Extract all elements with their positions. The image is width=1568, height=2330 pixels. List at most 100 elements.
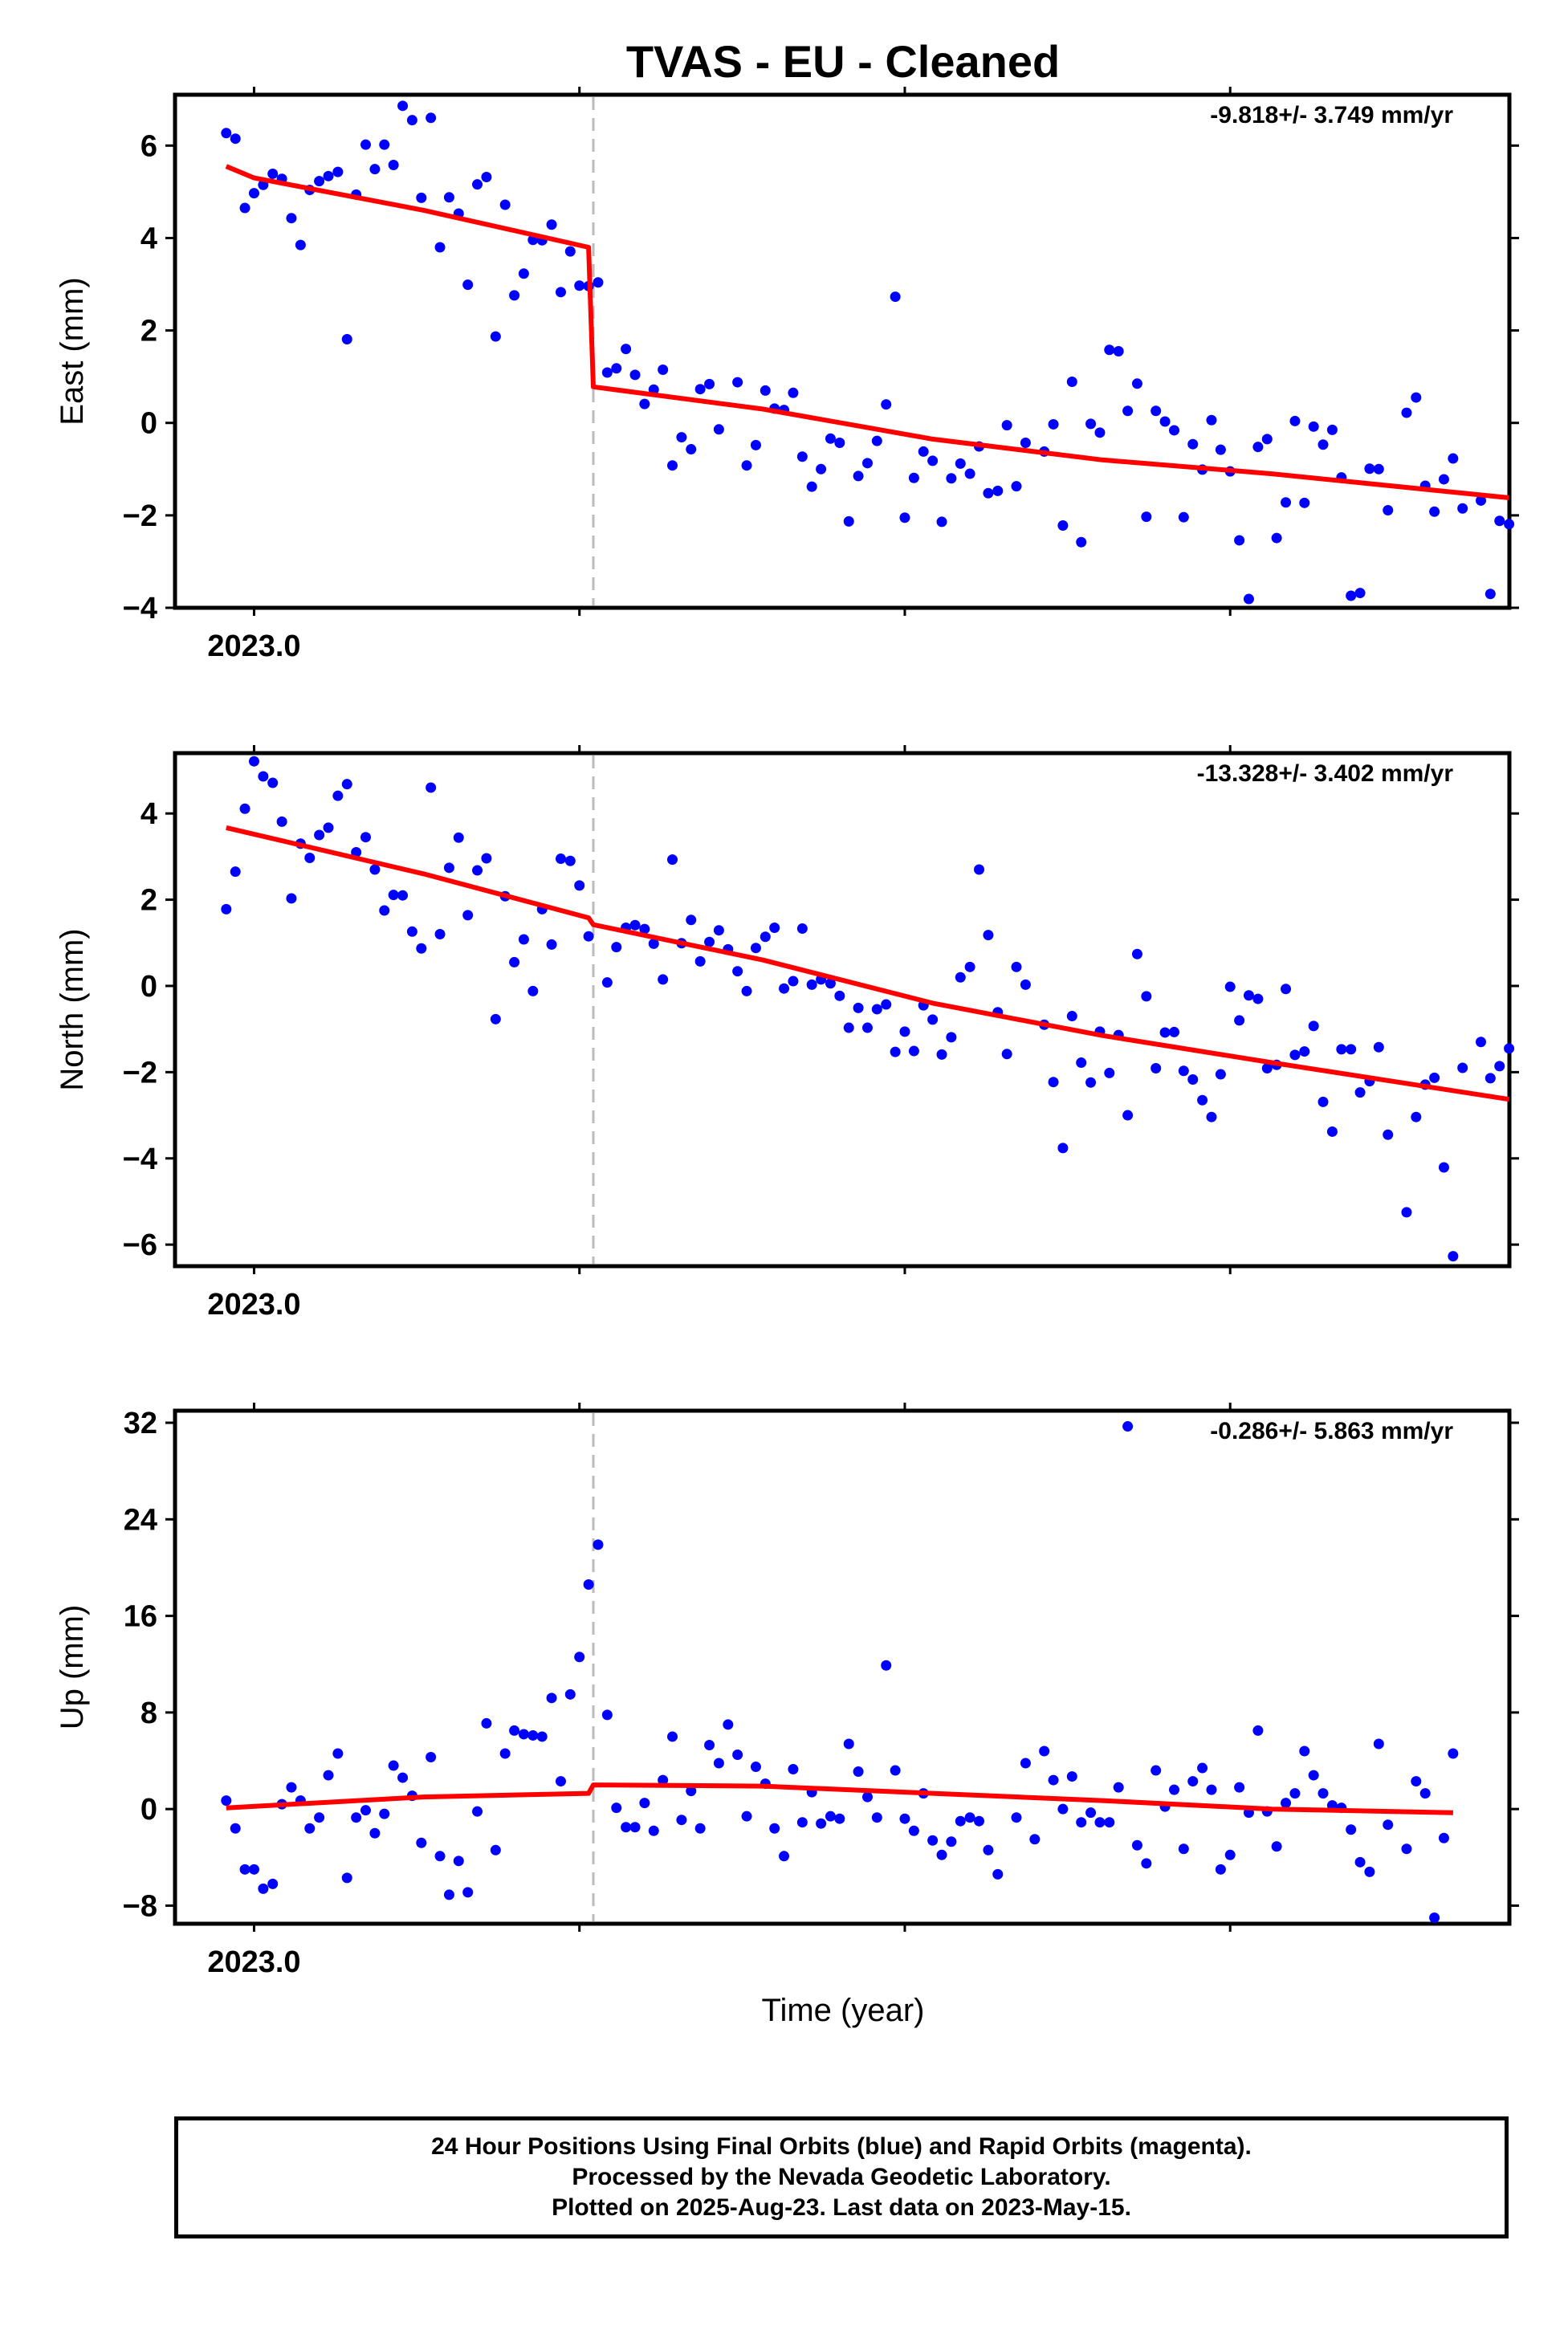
data-point bbox=[1085, 1807, 1097, 1819]
data-point bbox=[369, 164, 381, 175]
data-point bbox=[686, 1786, 697, 1797]
data-point bbox=[1206, 414, 1217, 426]
data-point bbox=[490, 331, 501, 342]
east-panel: 2023.0 6 4 2 0 −2 −4 East (mm) -9.818+/- 3.749 m… bbox=[55, 87, 1519, 663]
data-point bbox=[713, 1758, 724, 1769]
data-point bbox=[286, 213, 297, 224]
data-point bbox=[1066, 376, 1077, 387]
data-point bbox=[629, 919, 641, 931]
data-point bbox=[472, 179, 483, 190]
data-point bbox=[1178, 1065, 1189, 1077]
data-point bbox=[1151, 1063, 1162, 1074]
data-point bbox=[332, 1748, 344, 1759]
data-point bbox=[1485, 589, 1496, 600]
data-point bbox=[574, 1652, 585, 1663]
data-point bbox=[1001, 420, 1012, 431]
data-point bbox=[546, 939, 557, 950]
data-point bbox=[1243, 593, 1254, 605]
data-point bbox=[1281, 984, 1292, 995]
data-point bbox=[788, 976, 799, 987]
data-point bbox=[1289, 1788, 1301, 1799]
data-point bbox=[304, 1823, 316, 1834]
data-point bbox=[1197, 1762, 1208, 1774]
data-point bbox=[1457, 503, 1468, 514]
data-point bbox=[648, 1825, 659, 1836]
data-point bbox=[639, 398, 650, 409]
footer-box: 24 Hour Positions Using Final Orbits (bl… bbox=[174, 2116, 1509, 2238]
data-point bbox=[853, 1766, 864, 1778]
data-point bbox=[899, 512, 910, 523]
data-point bbox=[1066, 1011, 1077, 1022]
data-point bbox=[518, 1729, 529, 1740]
data-point bbox=[741, 1811, 752, 1822]
data-point bbox=[1252, 1725, 1264, 1736]
data-point bbox=[369, 864, 381, 875]
data-point bbox=[564, 1688, 576, 1700]
data-point bbox=[1485, 1073, 1496, 1084]
data-point bbox=[1178, 1843, 1189, 1855]
data-point bbox=[899, 1813, 910, 1824]
data-point bbox=[834, 1813, 845, 1824]
data-point bbox=[861, 1022, 873, 1033]
data-point bbox=[816, 463, 827, 475]
y-tick-label: −6 bbox=[123, 1228, 157, 1262]
data-point bbox=[1122, 1110, 1134, 1121]
data-point bbox=[955, 1815, 966, 1827]
data-point bbox=[295, 239, 306, 251]
data-point bbox=[332, 790, 344, 801]
data-point bbox=[658, 974, 669, 985]
y-tick-label: −4 bbox=[123, 592, 157, 625]
data-point bbox=[527, 1729, 539, 1741]
data-point bbox=[1168, 1026, 1179, 1037]
y-tick-label: 4 bbox=[141, 222, 157, 255]
data-point bbox=[258, 771, 269, 782]
data-point bbox=[974, 1815, 985, 1827]
velocity-rate-label: -0.286+/- 5.863 mm/yr bbox=[1210, 1418, 1453, 1444]
data-point bbox=[1354, 1087, 1366, 1098]
data-point bbox=[890, 291, 901, 303]
data-point bbox=[658, 365, 669, 376]
data-point bbox=[397, 100, 409, 112]
plot-frame bbox=[173, 92, 1512, 610]
data-point bbox=[639, 1798, 650, 1809]
data-point bbox=[1448, 1251, 1459, 1262]
data-point bbox=[369, 1827, 381, 1839]
data-point bbox=[499, 199, 511, 210]
data-point bbox=[341, 779, 352, 790]
data-point bbox=[658, 1774, 669, 1786]
data-point bbox=[1318, 1096, 1329, 1107]
data-point bbox=[1168, 425, 1179, 436]
data-point bbox=[1141, 991, 1152, 1002]
data-point bbox=[1011, 961, 1022, 972]
data-point bbox=[621, 344, 632, 355]
data-point bbox=[1104, 1817, 1115, 1828]
data-point bbox=[1039, 1745, 1050, 1757]
data-point bbox=[239, 202, 250, 214]
y-tick-label: 2 bbox=[141, 884, 157, 918]
data-point bbox=[704, 1739, 715, 1750]
data-point bbox=[360, 1805, 371, 1816]
data-point bbox=[1411, 1111, 1422, 1122]
footer-line-2: Processed by the Nevada Geodetic Laborat… bbox=[572, 2164, 1111, 2190]
data-point bbox=[314, 829, 325, 841]
data-point bbox=[788, 387, 799, 398]
data-point bbox=[974, 864, 985, 875]
data-point bbox=[629, 1822, 641, 1833]
data-point bbox=[1308, 1770, 1319, 1781]
data-point bbox=[443, 1889, 454, 1900]
data-point bbox=[1178, 511, 1189, 523]
data-point bbox=[1206, 1111, 1217, 1122]
data-point bbox=[332, 166, 344, 177]
data-point bbox=[426, 1752, 437, 1763]
data-point bbox=[1048, 1774, 1059, 1786]
data-point bbox=[1066, 1771, 1077, 1782]
data-point bbox=[1504, 519, 1515, 530]
data-point bbox=[908, 472, 919, 483]
data-point bbox=[286, 893, 297, 904]
data-point bbox=[1289, 415, 1301, 426]
data-point bbox=[666, 1731, 678, 1742]
data-point bbox=[583, 1579, 594, 1591]
data-point bbox=[1113, 346, 1124, 356]
data-point bbox=[1001, 1049, 1012, 1060]
data-point bbox=[1122, 1421, 1134, 1432]
